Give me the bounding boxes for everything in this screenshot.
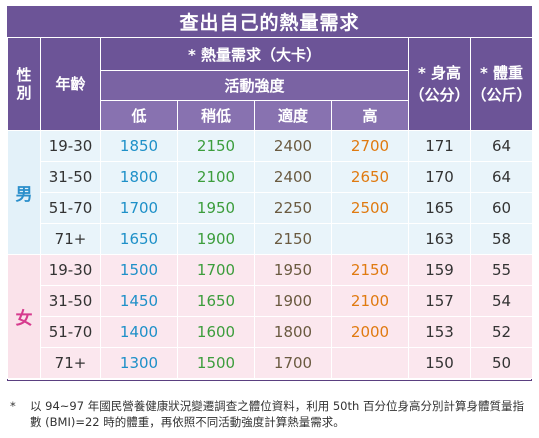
calorie-slightly-low-cell: 1650 (177, 285, 255, 317)
calorie-high-cell: 2650 (330, 161, 410, 193)
table-row: 男 19-30 1850 2150 2400 2700 171 64 (7, 130, 534, 255)
calorie-slightly-low-cell: 1500 (177, 347, 255, 379)
age-cell: 31-50 (40, 285, 101, 317)
calorie-slightly-low-cell: 1900 (177, 223, 255, 255)
height-cell: 165 (408, 192, 472, 224)
calorie-slightly-low-cell: 2150 (177, 130, 255, 162)
weight-cell: 58 (470, 223, 534, 255)
header-level-low: 低 (100, 100, 178, 131)
calorie-moderate-cell: 2150 (254, 223, 332, 255)
calorie-high-cell: 2700 (330, 130, 410, 162)
table-row: 51-70 1700 1950 2250 2500 165 60 (8, 192, 534, 224)
calorie-slightly-low-cell: 1950 (177, 192, 255, 224)
weight-cell: 54 (470, 285, 534, 317)
calorie-slightly-low-cell: 2100 (177, 161, 255, 193)
height-cell: 157 (408, 285, 472, 317)
calorie-high-cell (330, 223, 410, 255)
weight-cell: 64 (470, 130, 534, 162)
age-cell: 19-30 (40, 130, 101, 162)
header-age: 年齡 (40, 37, 101, 131)
age-cell: 31-50 (40, 161, 101, 193)
header-calorie: * 熱量需求（大卡） (99, 37, 410, 71)
footnote-marker: * (10, 399, 16, 413)
height-cell: 170 (408, 161, 472, 193)
table-row: 71+ 1300 1500 1700 150 50 (8, 347, 534, 379)
calorie-table: 性別 年齡 * 熱量需求（大卡） * 身高（公分） * 體重（公斤） 活動強度 … (7, 37, 534, 379)
calorie-moderate-cell: 2250 (254, 192, 332, 224)
sex-label-female: 女 (7, 254, 41, 379)
header-height: * 身高（公分） (408, 37, 472, 131)
age-cell: 19-30 (40, 254, 101, 286)
calorie-moderate-cell: 1900 (254, 285, 332, 317)
sex-label-male: 男 (7, 130, 41, 255)
weight-cell: 50 (470, 347, 534, 379)
calorie-high-cell: 2000 (330, 316, 410, 348)
calorie-high-cell (330, 347, 410, 379)
height-cell: 159 (408, 254, 472, 286)
calorie-low-cell: 1450 (100, 285, 178, 317)
calorie-low-cell: 1850 (100, 130, 178, 162)
calorie-moderate-cell: 1950 (254, 254, 332, 286)
calorie-low-cell: 1300 (100, 347, 178, 379)
header-level-slightly-low: 稍低 (177, 100, 255, 131)
height-cell: 171 (408, 130, 472, 162)
calorie-low-cell: 1500 (100, 254, 178, 286)
calorie-moderate-cell: 1700 (254, 347, 332, 379)
calorie-low-cell: 1400 (100, 316, 178, 348)
height-cell: 150 (408, 347, 472, 379)
calorie-low-cell: 1800 (100, 161, 178, 193)
weight-cell: 64 (470, 161, 534, 193)
height-cell: 153 (408, 316, 472, 348)
calorie-high-cell: 2100 (330, 285, 410, 317)
age-cell: 51-70 (40, 316, 101, 348)
calorie-low-cell: 1650 (100, 223, 178, 255)
header-activity: 活動強度 (99, 70, 410, 101)
age-cell: 71+ (40, 223, 101, 255)
table-row: 51-70 1400 1600 1800 2000 153 52 (8, 316, 534, 348)
table-row: 女 19-30 1500 1700 1950 2150 159 55 (7, 254, 534, 379)
calorie-slightly-low-cell: 1700 (177, 254, 255, 286)
age-cell: 51-70 (40, 192, 101, 224)
calorie-high-cell: 2500 (330, 192, 410, 224)
calorie-moderate-cell: 2400 (254, 161, 332, 193)
table-row: 31-50 1450 1650 1900 2100 157 54 (8, 285, 534, 317)
page-title: 查出自己的熱量需求 (7, 6, 532, 37)
age-cell: 71+ (40, 347, 101, 379)
table-row: 31-50 1800 2100 2400 2650 170 64 (8, 161, 534, 193)
header-weight: * 體重（公斤） (470, 37, 534, 131)
height-cell: 163 (408, 223, 472, 255)
weight-cell: 60 (470, 192, 534, 224)
table-row: 71+ 1650 1900 2150 163 58 (8, 223, 534, 255)
header-level-moderate: 適度 (254, 100, 332, 131)
weight-cell: 55 (470, 254, 534, 286)
calorie-high-cell: 2150 (330, 254, 410, 286)
weight-cell: 52 (470, 316, 534, 348)
calorie-low-cell: 1700 (100, 192, 178, 224)
header-sex: 性別 (7, 37, 41, 131)
calorie-moderate-cell: 2400 (254, 130, 332, 162)
footnote-text: 以 94~97 年國民營養健康狀況變遷調查之體位資料，利用 50th 百分位身高… (30, 399, 524, 429)
calorie-moderate-cell: 1800 (254, 316, 332, 348)
calorie-slightly-low-cell: 1600 (177, 316, 255, 348)
header-level-high: 高 (330, 100, 410, 131)
